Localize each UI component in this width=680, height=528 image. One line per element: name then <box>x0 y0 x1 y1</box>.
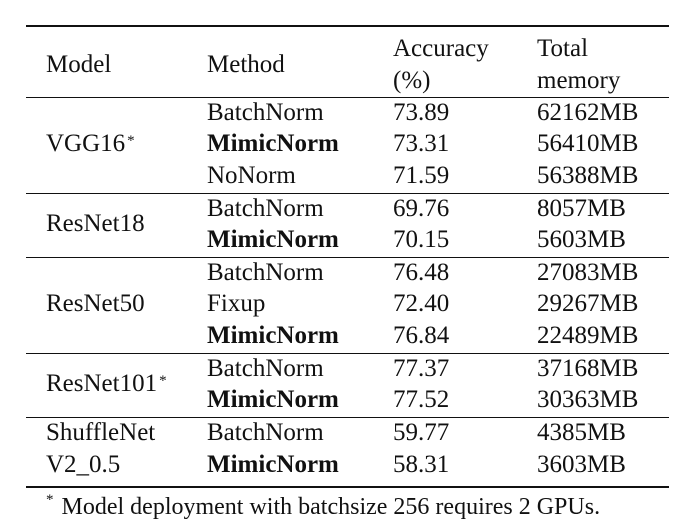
method-cell: MimicNorm <box>207 226 339 253</box>
accuracy-cell: 58.31 <box>393 451 450 478</box>
accuracy-cell: 71.59 <box>393 162 450 189</box>
group-rule-3 <box>26 353 669 354</box>
method-cell: MimicNorm <box>207 130 339 157</box>
method-cell: NoNorm <box>207 162 296 189</box>
memory-cell: 62162MB <box>537 99 639 126</box>
method-cell: MimicNorm <box>207 322 339 349</box>
top-rule <box>26 25 669 27</box>
method-cell: BatchNorm <box>207 419 324 446</box>
table-footnote: * Model deployment with batchsize 256 req… <box>46 492 600 525</box>
model-footnote-mark: * <box>159 373 167 389</box>
memory-cell: 56388MB <box>537 162 639 189</box>
accuracy-cell: 77.52 <box>393 386 450 413</box>
footnote-mark: * <box>46 492 54 508</box>
accuracy-cell: 69.76 <box>393 195 450 222</box>
memory-cell: 37168MB <box>537 355 639 382</box>
model-footnote-mark: * <box>127 133 135 149</box>
accuracy-cell: 77.37 <box>393 355 450 382</box>
header-accuracy-unit: (%) <box>393 67 431 94</box>
accuracy-cell: 73.89 <box>393 99 450 126</box>
model-resnet101: ResNet101 * <box>46 370 167 397</box>
memory-cell: 3603MB <box>537 451 626 478</box>
header-memory: Total <box>537 35 589 62</box>
memory-cell: 56410MB <box>537 130 639 157</box>
memory-cell: 30363MB <box>537 386 639 413</box>
group-rule-1 <box>26 193 669 194</box>
memory-cell: 27083MB <box>537 259 639 286</box>
header-rule <box>26 97 669 98</box>
header-model: Model <box>46 51 112 78</box>
method-cell: Fixup <box>207 290 266 317</box>
method-cell: BatchNorm <box>207 195 324 222</box>
accuracy-cell: 73.31 <box>393 130 450 157</box>
method-cell: BatchNorm <box>207 259 324 286</box>
method-cell: MimicNorm <box>207 451 339 478</box>
model-shufflenet: ShuffleNet <box>46 419 156 446</box>
memory-cell: 29267MB <box>537 290 639 317</box>
bottom-rule <box>26 486 669 488</box>
accuracy-cell: 59.77 <box>393 419 450 446</box>
header-accuracy: Accuracy <box>393 35 489 62</box>
memory-cell: 8057MB <box>537 195 626 222</box>
accuracy-cell: 70.15 <box>393 226 450 253</box>
accuracy-cell: 72.40 <box>393 290 450 317</box>
accuracy-cell: 76.48 <box>393 259 450 286</box>
method-cell: BatchNorm <box>207 355 324 382</box>
memory-cell: 5603MB <box>537 226 626 253</box>
memory-cell: 4385MB <box>537 419 626 446</box>
model-resnet50: ResNet50 <box>46 290 145 317</box>
model-resnet18: ResNet18 <box>46 210 145 237</box>
header-memory-line2: memory <box>537 67 621 94</box>
group-rule-2 <box>26 257 669 258</box>
model-shufflenet-variant: V2_0.5 <box>46 451 121 478</box>
model-vgg16: VGG16 * <box>46 130 135 157</box>
accuracy-cell: 76.84 <box>393 322 450 349</box>
memory-cell: 22489MB <box>537 322 639 349</box>
footnote-text: Model deployment with batchsize 256 requ… <box>61 494 601 520</box>
method-cell: BatchNorm <box>207 99 324 126</box>
group-rule-4 <box>26 417 669 418</box>
header-method: Method <box>207 51 285 78</box>
method-cell: MimicNorm <box>207 386 339 413</box>
